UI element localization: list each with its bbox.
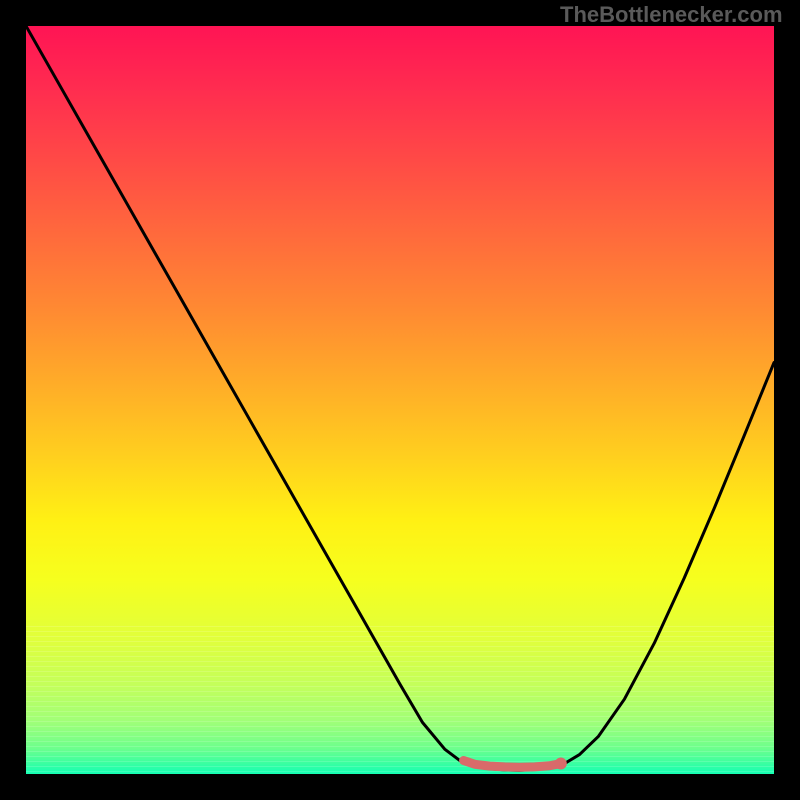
valley-end-marker <box>555 758 567 770</box>
gradient-banding <box>26 624 774 774</box>
watermark: TheBottlenecker.com <box>560 2 783 28</box>
plot-svg <box>26 26 774 774</box>
stage: TheBottlenecker.com <box>0 0 800 800</box>
plot-area <box>26 26 774 774</box>
